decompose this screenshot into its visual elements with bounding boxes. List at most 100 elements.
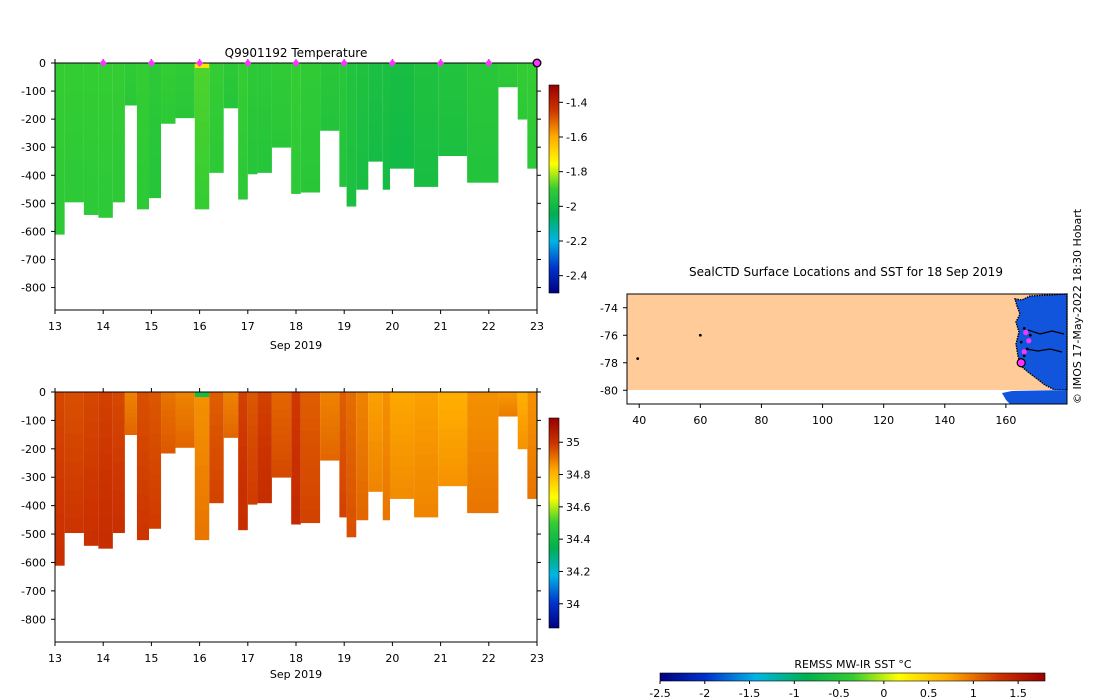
temperature-profile-cell — [467, 170, 499, 183]
salinity-profile-cell — [136, 510, 149, 526]
sst-colorbar-label: REMSS MW-IR SST °C — [794, 658, 912, 671]
temperature-profile-cell — [414, 149, 439, 163]
sst-colorbar — [659, 672, 1046, 682]
temperature-profile-cell — [64, 174, 84, 189]
salinity-profile-cell — [291, 405, 301, 419]
temperature-profile-cell — [112, 118, 125, 133]
salinity-profile-cell — [291, 497, 301, 512]
salinity-profile-cell — [83, 499, 99, 516]
temperature-profile-cell — [300, 179, 321, 193]
temperature-profile-cell — [136, 92, 149, 108]
temperature-profile-cell — [83, 108, 99, 125]
temperature-profile-cell — [55, 148, 65, 167]
salinity-profile-cell — [291, 484, 301, 499]
map-location-point — [698, 333, 702, 337]
map-x-tick-label: 100 — [812, 414, 833, 427]
salinity-profile-cell — [291, 392, 301, 406]
salinity-x-tick-label: 20 — [385, 652, 399, 665]
salinity-profile-cell — [98, 438, 113, 455]
salinity-profile-cell — [320, 446, 340, 454]
salinity-profile-cell — [498, 392, 518, 395]
salinity-profile-cell — [346, 392, 357, 407]
temperature-profile-cell — [161, 99, 176, 106]
salinity-profile-cell — [339, 504, 347, 518]
salinity-profile-cell — [194, 406, 210, 422]
salinity-profile-cell — [83, 407, 99, 424]
salinity-profile-cell — [414, 492, 439, 505]
temperature-profile-cell — [300, 88, 321, 103]
salinity-colorbar-tick-label: 35 — [566, 436, 580, 449]
temperature-profile-cell — [136, 150, 149, 166]
salinity-x-tick-label: 19 — [337, 652, 351, 665]
salinity-profile-cell — [467, 392, 499, 405]
salinity-profile-cells — [55, 392, 537, 566]
temperature-profile-cell — [238, 90, 248, 105]
temperature-profile-cell — [98, 171, 113, 187]
temperature-profile-cell — [271, 113, 292, 123]
salinity-profile-cell — [64, 434, 84, 449]
salinity-profile-cell — [517, 420, 528, 427]
temperature-profile-cell — [83, 123, 99, 140]
temperature-profile-cell — [64, 63, 84, 78]
temperature-profile-cell — [112, 188, 125, 203]
temperature-profile-cell — [356, 100, 369, 114]
salinity-profile-cell — [517, 437, 528, 444]
temperature-profile-cell — [438, 81, 468, 92]
temperature-profile-cell — [368, 141, 383, 152]
salinity-profile-cell — [136, 524, 149, 541]
salinity-profile-cell — [247, 425, 258, 438]
salinity-profile-cell — [339, 429, 347, 443]
salinity-profile-cell — [346, 420, 357, 436]
salinity-profile-cell — [83, 453, 99, 470]
temperature-profile-cell — [194, 165, 210, 181]
salinity-profile-cell — [320, 405, 340, 413]
temperature-profile-cell — [291, 102, 301, 116]
temperature-profile-cell — [382, 126, 390, 140]
salinity-profile-cell — [64, 420, 84, 435]
temperature-profile-cell — [339, 124, 347, 138]
temperature-profile-cell — [389, 105, 415, 117]
salinity-profile-cell — [194, 465, 210, 482]
salinity-profile-cell — [517, 392, 528, 399]
map-current-location — [1016, 358, 1026, 368]
salinity-profile-cell — [356, 481, 369, 495]
temperature-profile-cell — [414, 75, 439, 89]
salinity-profile-cell — [112, 476, 125, 491]
salinity-profile-cell — [124, 396, 137, 401]
temperature-profile-cell — [98, 155, 113, 172]
temperature-profile-cell — [238, 185, 248, 200]
temperature-colorbar-ticks: -1.4 -1.6 -1.8 -2 -2.2 -2.4 — [559, 96, 587, 283]
temperature-profile-cell — [320, 103, 340, 111]
salinity-profile-cell — [175, 414, 195, 421]
map-below-range — [627, 390, 1067, 404]
salinity-profile-cell — [247, 448, 258, 460]
temperature-profile-cell — [64, 104, 84, 119]
temperature-profile-cell — [247, 63, 258, 75]
salinity-profile-cell — [356, 392, 369, 406]
salinity-profile-cell — [175, 441, 195, 448]
temperature-profile-cell — [498, 63, 518, 66]
temperature-profile-cell — [223, 80, 239, 86]
temperature-profile-cell — [527, 63, 537, 74]
map-location-point — [1025, 347, 1029, 351]
salinity-profile-cell — [223, 414, 239, 420]
salinity-profile-cell — [55, 478, 65, 497]
salinity-profile-cell — [498, 401, 518, 405]
temperature-x-tick-label: 20 — [385, 320, 399, 333]
salinity-profile-cell — [389, 434, 415, 446]
salinity-profile-cell — [161, 440, 176, 448]
salinity-profile-cell — [247, 470, 258, 483]
salinity-profile-cell — [194, 436, 210, 452]
salinity-profile-cell — [209, 436, 224, 448]
salinity-profile-cell — [209, 414, 224, 426]
temperature-profile-cell — [209, 63, 224, 75]
temperature-x-tick-label: 18 — [289, 320, 303, 333]
temperature-profile-cell — [148, 157, 162, 172]
salinity-profile-cell — [356, 507, 369, 521]
salinity-profile-cell — [247, 392, 258, 404]
salinity-profile-cell — [257, 480, 272, 493]
temperature-profile-cell — [271, 96, 292, 106]
temperature-profile-cell — [527, 94, 537, 106]
salinity-profile-cell — [247, 436, 258, 449]
salinity-y-tick-label: -300 — [21, 471, 46, 484]
